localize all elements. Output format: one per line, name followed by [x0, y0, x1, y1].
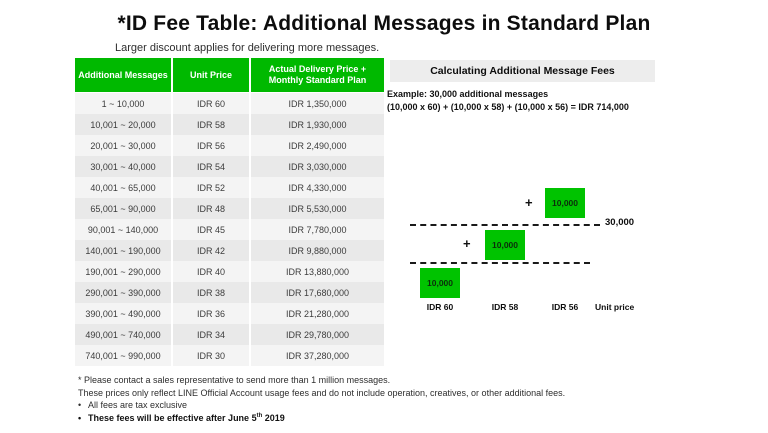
table-row: 30,001 ~ 40,000 IDR 54 IDR 3,030,000	[75, 156, 384, 177]
table-cell: IDR 2,490,000	[251, 135, 384, 156]
table-row: 65,001 ~ 90,000 IDR 48 IDR 5,530,000	[75, 198, 384, 219]
table-cell: 90,001 ~ 140,000	[75, 219, 171, 240]
table-row: 20,001 ~ 30,000 IDR 56 IDR 2,490,000	[75, 135, 384, 156]
table-cell: IDR 3,030,000	[251, 156, 384, 177]
table-cell: IDR 1,350,000	[251, 93, 384, 114]
axis-label-unit-price: Unit price	[595, 302, 635, 312]
table-cell: IDR 13,880,000	[251, 261, 384, 282]
table-cell: 490,001 ~ 740,000	[75, 324, 171, 345]
bullet-icon: •	[78, 400, 82, 411]
header-additional-messages: Additional Messages	[75, 58, 171, 92]
example-text: Example: 30,000 additional messages (10,…	[387, 88, 687, 113]
table-row: 740,001 ~ 990,000 IDR 30 IDR 37,280,000	[75, 345, 384, 366]
fee-table-header: Additional Messages Unit Price Actual De…	[75, 58, 384, 92]
table-cell: 10,001 ~ 20,000	[75, 114, 171, 135]
chart-block-1: 10,000	[420, 268, 460, 298]
table-cell: IDR 58	[173, 114, 249, 135]
table-row: 390,001 ~ 490,000 IDR 36 IDR 21,280,000	[75, 303, 384, 324]
slide-title: *ID Fee Table: Additional Messages in St…	[117, 12, 651, 35]
table-cell: IDR 7,780,000	[251, 219, 384, 240]
table-cell: IDR 29,780,000	[251, 324, 384, 345]
example-line-2: (10,000 x 60) + (10,000 x 58) + (10,000 …	[387, 101, 629, 112]
table-cell: IDR 36	[173, 303, 249, 324]
table-cell: IDR 42	[173, 240, 249, 261]
table-cell: IDR 17,680,000	[251, 282, 384, 303]
table-row: 290,001 ~ 390,000 IDR 38 IDR 17,680,000	[75, 282, 384, 303]
table-cell: IDR 56	[173, 135, 249, 156]
footer-bullet-2: • These fees will be effective after Jun…	[78, 412, 718, 425]
footer-bullet-1: • All fees are tax exclusive	[78, 399, 718, 412]
table-cell: 390,001 ~ 490,000	[75, 303, 171, 324]
table-cell: IDR 9,880,000	[251, 240, 384, 261]
table-cell: 30,001 ~ 40,000	[75, 156, 171, 177]
table-cell: 65,001 ~ 90,000	[75, 198, 171, 219]
footer-bullet-1-text: All fees are tax exclusive	[88, 400, 188, 411]
calc-section-title: Calculating Additional Message Fees	[390, 60, 655, 82]
table-cell: IDR 1,930,000	[251, 114, 384, 135]
table-cell: 40,001 ~ 65,000	[75, 177, 171, 198]
table-cell: IDR 21,280,000	[251, 303, 384, 324]
table-row: 190,001 ~ 290,000 IDR 40 IDR 13,880,000	[75, 261, 384, 282]
table-cell: IDR 48	[173, 198, 249, 219]
fee-table-body: 1 ~ 10,000 IDR 60 IDR 1,350,000 10,001 ~ 20…	[75, 93, 384, 366]
table-cell: 20,001 ~ 30,000	[75, 135, 171, 156]
table-cell: 290,001 ~ 390,000	[75, 282, 171, 303]
example-line-1: Example: 30,000 additional messages	[387, 89, 549, 99]
table-cell: 1 ~ 10,000	[75, 93, 171, 114]
fee-stack-chart: 10,000 10,000 10,000 + + 30,000 IDR 60 I…	[405, 180, 695, 320]
table-cell: 190,001 ~ 290,000	[75, 261, 171, 282]
table-row: 40,001 ~ 65,000 IDR 52 IDR 4,330,000	[75, 177, 384, 198]
table-cell: IDR 60	[173, 93, 249, 114]
plus-sign-2: +	[525, 195, 533, 210]
fee-table: Additional Messages Unit Price Actual De…	[75, 58, 384, 366]
bullet-icon: •	[78, 412, 82, 423]
header-delivery-price: Actual Delivery Price + Monthly Standard…	[251, 58, 384, 92]
footer-notes: * Please contact a sales representative …	[78, 374, 718, 424]
table-cell: 740,001 ~ 990,000	[75, 345, 171, 366]
total-label: 30,000	[605, 217, 635, 228]
table-row: 140,001 ~ 190,000 IDR 42 IDR 9,880,000	[75, 240, 384, 261]
header-unit-price: Unit Price	[173, 58, 249, 92]
table-cell: IDR 54	[173, 156, 249, 177]
axis-label-idr60: IDR 60	[426, 302, 454, 312]
table-cell: IDR 38	[173, 282, 249, 303]
table-cell: IDR 45	[173, 219, 249, 240]
table-row: 90,001 ~ 140,000 IDR 45 IDR 7,780,000	[75, 219, 384, 240]
footer-note-2: These prices only reflect LINE Official …	[78, 387, 566, 398]
plus-sign-1: +	[463, 236, 471, 251]
table-cell: IDR 34	[173, 324, 249, 345]
table-cell: IDR 4,330,000	[251, 177, 384, 198]
table-row: 10,001 ~ 20,000 IDR 58 IDR 1,930,000	[75, 114, 384, 135]
dashed-line-upper	[410, 224, 600, 226]
footer-note-1: * Please contact a sales representative …	[78, 375, 391, 385]
table-cell: IDR 52	[173, 177, 249, 198]
table-cell: IDR 5,530,000	[251, 198, 384, 219]
footer-bullet-2-text: These fees will be effective after June …	[88, 412, 285, 423]
axis-label-idr56: IDR 56	[551, 302, 579, 312]
dashed-line-lower	[410, 262, 590, 264]
chart-block-3: 10,000	[545, 188, 585, 218]
table-row: 490,001 ~ 740,000 IDR 34 IDR 29,780,000	[75, 324, 384, 345]
ordinal-suffix: th	[256, 412, 263, 419]
axis-label-idr58: IDR 58	[491, 302, 519, 312]
table-cell: IDR 40	[173, 261, 249, 282]
table-cell: 140,001 ~ 190,000	[75, 240, 171, 261]
table-cell: IDR 30	[173, 345, 249, 366]
chart-block-2: 10,000	[485, 230, 525, 260]
slide-subtitle: Larger discount applies for delivering m…	[115, 42, 380, 54]
table-cell: IDR 37,280,000	[251, 345, 384, 366]
table-row: 1 ~ 10,000 IDR 60 IDR 1,350,000	[75, 93, 384, 114]
